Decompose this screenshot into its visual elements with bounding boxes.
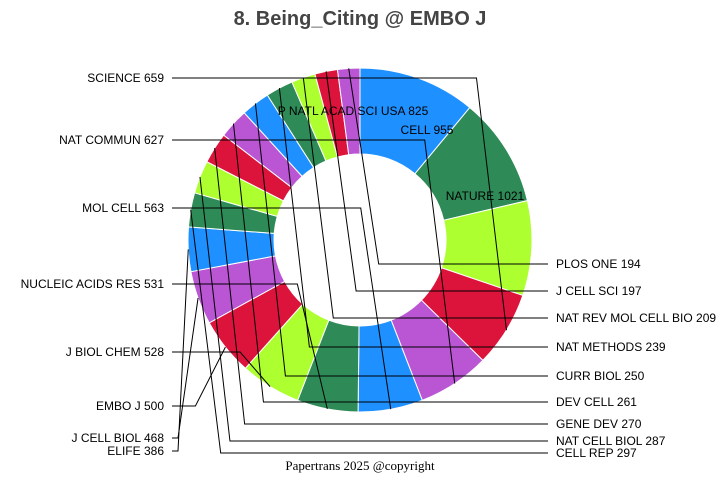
slice-label-cell-rep: CELL REP 297 xyxy=(556,446,637,460)
slice-label-nat-cell-biol: NAT CELL BIOL 287 xyxy=(556,434,666,448)
leader-line-curr-biol xyxy=(254,103,548,377)
leader-line-mol-cell xyxy=(172,207,392,410)
leader-lines-group xyxy=(172,68,548,454)
leader-line-gene-dev xyxy=(214,148,548,425)
leader-line-nucleic-acids-res xyxy=(172,283,328,409)
leader-line-j-cell-sci xyxy=(325,71,548,292)
slices-group xyxy=(187,67,533,413)
leader-line-cell-rep xyxy=(190,209,548,454)
slice-label-embo-j: EMBO J 500 xyxy=(96,399,164,413)
slice-label-j-cell-biol: J CELL BIOL 468 xyxy=(72,431,165,445)
slice-labels-group: NATURE 1021 CELL 955 P NATL ACAD SCI USA 8… xyxy=(21,71,717,460)
leader-line-nat-cell-biol xyxy=(199,176,548,442)
slice-label-nat-rev-mol-cell-bio: NAT REV MOL CELL BIO 209 xyxy=(556,311,716,325)
slice-label-nat-methods: NAT METHODS 239 xyxy=(556,340,666,354)
slice-label-dev-cell: DEV CELL 261 xyxy=(556,395,637,409)
chart-title: 8. Being_Citing @ EMBO J xyxy=(234,8,487,30)
leader-line-nat-rev-mol-cell-bio xyxy=(302,77,548,319)
slice-label-cell: CELL 955 xyxy=(401,123,454,137)
slice-label-science: SCIENCE 659 xyxy=(87,71,164,85)
leader-line-j-cell-biol xyxy=(172,297,199,439)
slice-label-nature: NATURE 1021 xyxy=(446,189,525,203)
footer-copyright: Papertrans 2025 @copyright xyxy=(285,458,435,473)
slice-label-elife: ELIFE 386 xyxy=(107,444,164,458)
slice-label-j-cell-sci: J CELL SCI 197 xyxy=(556,284,642,298)
leader-line-dev-cell xyxy=(232,123,548,403)
slice-label-mol-cell: MOL CELL 563 xyxy=(82,201,164,215)
leader-line-science xyxy=(172,77,507,331)
slice-label-nucleic-acids-res: NUCLEIC ACIDS RES 531 xyxy=(21,277,165,291)
leader-line-plos-one xyxy=(348,68,548,265)
slice-plos-one xyxy=(336,67,361,156)
slice-label-gene-dev: GENE DEV 270 xyxy=(556,417,642,431)
leader-line-nat-commun xyxy=(172,139,456,384)
leader-line-elife xyxy=(172,249,189,452)
slice-label-j-biol-chem: J BIOL CHEM 528 xyxy=(66,345,165,359)
slice-label-curr-biol: CURR BIOL 250 xyxy=(556,369,645,383)
slice-label-p-natl-acad-sci-usa: P NATL ACAD SCI USA 825 xyxy=(278,104,429,118)
slice-label-nat-commun: NAT COMMUN 627 xyxy=(59,133,164,147)
leader-line-embo-j xyxy=(172,346,226,407)
leader-line-nat-methods xyxy=(278,88,548,348)
slice-label-plos-one: PLOS ONE 194 xyxy=(556,257,641,271)
